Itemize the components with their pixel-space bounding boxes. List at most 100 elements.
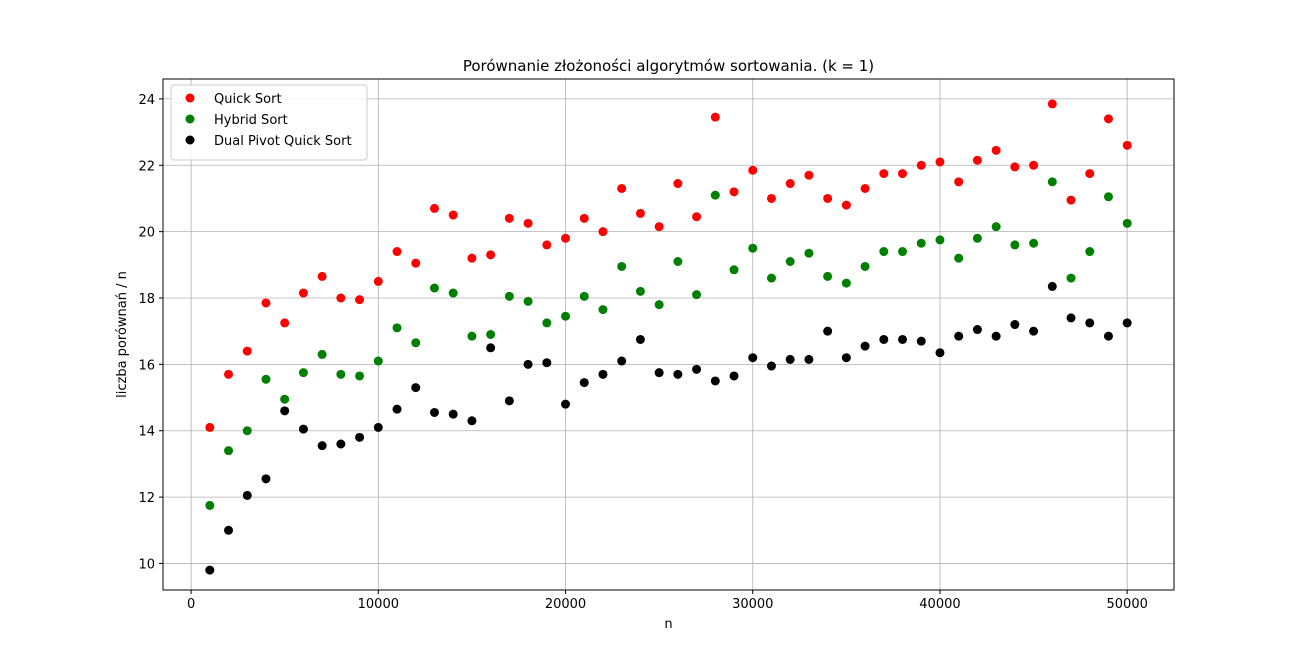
data-point xyxy=(841,200,851,210)
data-point xyxy=(579,291,589,301)
data-point xyxy=(579,378,589,388)
data-point xyxy=(748,165,758,175)
data-point xyxy=(710,112,720,122)
data-point xyxy=(355,295,365,305)
data-point xyxy=(860,261,870,271)
y-tick-label: 10 xyxy=(138,557,155,572)
data-point xyxy=(504,396,514,406)
data-point xyxy=(710,376,720,386)
x-axis-ticks: 0 10000 20000 30000 40000 50000 xyxy=(187,590,1148,612)
x-tick-label: 40000 xyxy=(919,597,960,612)
data-point xyxy=(523,359,533,369)
data-point xyxy=(954,177,964,187)
data-point xyxy=(617,261,627,271)
data-point xyxy=(1066,273,1076,283)
data-point xyxy=(1122,140,1132,150)
data-point xyxy=(1066,195,1076,205)
data-point xyxy=(1085,318,1095,328)
data-point xyxy=(729,187,739,197)
data-point xyxy=(935,157,945,167)
data-point xyxy=(448,288,458,298)
chart-title: Porównanie złożoności algorytmów sortowa… xyxy=(463,57,874,75)
data-point xyxy=(261,474,271,484)
data-point xyxy=(785,179,795,189)
series-quick-sort xyxy=(205,99,1132,432)
data-point xyxy=(823,271,833,281)
x-tick-label: 20000 xyxy=(545,597,586,612)
data-point xyxy=(242,490,252,500)
data-point xyxy=(1047,99,1057,109)
y-tick-label: 22 xyxy=(138,159,155,174)
data-point xyxy=(916,336,926,346)
data-point xyxy=(561,399,571,409)
legend-marker xyxy=(185,93,195,103)
data-point xyxy=(954,331,964,341)
data-point xyxy=(504,213,514,223)
legend-label: Quick Sort xyxy=(214,92,282,107)
data-point xyxy=(766,193,776,203)
data-point xyxy=(224,446,234,456)
data-point xyxy=(1066,313,1076,323)
y-axis-ticks: 10 12 14 16 18 20 22 24 xyxy=(138,93,163,572)
data-point xyxy=(242,346,252,356)
data-point xyxy=(1029,326,1039,336)
data-point xyxy=(860,184,870,193)
data-point xyxy=(429,407,439,417)
data-point xyxy=(298,288,308,298)
data-point xyxy=(448,409,458,419)
data-point xyxy=(635,208,645,218)
data-point xyxy=(542,358,552,368)
data-point xyxy=(673,179,683,189)
data-point xyxy=(954,253,964,263)
data-point xyxy=(692,364,702,374)
data-point xyxy=(898,169,908,179)
series-dual-pivot-quick-sort xyxy=(205,281,1132,575)
y-axis-label: liczba porównań / n xyxy=(115,271,130,398)
data-point xyxy=(317,271,327,281)
data-point xyxy=(373,422,383,432)
x-tick-label: 0 xyxy=(187,597,195,612)
data-point xyxy=(298,368,308,378)
data-point xyxy=(1010,240,1020,250)
data-point xyxy=(823,326,833,336)
data-point xyxy=(355,432,365,442)
data-point xyxy=(336,293,346,303)
data-point xyxy=(336,439,346,449)
data-point xyxy=(486,250,496,260)
data-point xyxy=(654,368,664,378)
data-point xyxy=(392,404,402,414)
grid-lines xyxy=(163,79,1174,590)
data-point xyxy=(579,213,589,223)
data-point xyxy=(692,290,702,300)
y-tick-label: 18 xyxy=(138,292,155,307)
data-point xyxy=(860,341,870,351)
data-point xyxy=(692,212,702,222)
legend-marker xyxy=(185,114,195,124)
data-point xyxy=(242,426,252,436)
data-point xyxy=(561,233,571,243)
data-point xyxy=(205,422,215,432)
data-point xyxy=(355,371,365,381)
data-point xyxy=(804,354,814,364)
data-point xyxy=(1047,177,1057,187)
data-point xyxy=(336,369,346,379)
data-point xyxy=(748,353,758,363)
data-point xyxy=(1010,162,1020,172)
data-point xyxy=(224,369,234,379)
data-point xyxy=(879,334,889,344)
data-point xyxy=(1010,320,1020,330)
data-point xyxy=(205,565,215,575)
plot-area-frame xyxy=(162,78,1175,591)
data-point xyxy=(280,394,290,404)
y-tick-label: 16 xyxy=(138,358,155,373)
data-point xyxy=(1029,160,1039,170)
data-point xyxy=(823,193,833,203)
data-point xyxy=(1103,192,1113,202)
data-point xyxy=(411,383,421,393)
legend-box xyxy=(170,84,368,161)
data-point xyxy=(785,257,795,266)
data-point xyxy=(1085,169,1095,179)
data-point xyxy=(280,406,290,416)
data-point xyxy=(804,170,814,180)
